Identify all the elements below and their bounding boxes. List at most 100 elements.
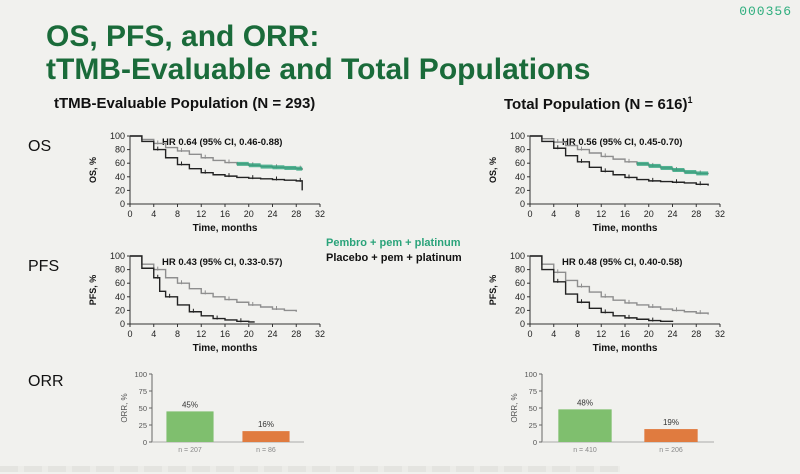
pembro-censor-band — [684, 170, 697, 175]
x-tick-label: 4 — [551, 209, 556, 219]
y-tick-label: 40 — [515, 172, 525, 182]
orr-value-label: 16% — [258, 420, 274, 429]
y-tick-label: 0 — [520, 199, 525, 209]
x-tick-label: 12 — [196, 329, 206, 339]
legend-pembro: Pembro + pem + platinum — [326, 237, 461, 249]
y-tick-label: 0 — [520, 319, 525, 329]
x-tick-label: 12 — [596, 329, 606, 339]
x-tick-label: 8 — [575, 329, 580, 339]
slide-code: 000356 — [739, 4, 792, 19]
x-tick-label: 32 — [715, 209, 725, 219]
y-tick-label: 0 — [120, 199, 125, 209]
y-tick-label: 20 — [115, 185, 125, 195]
x-tick-label: 8 — [575, 209, 580, 219]
y-tick-label: 50 — [139, 404, 147, 413]
orr-value-label: 48% — [577, 398, 593, 407]
hazard-ratio-annotation: HR 0.43 (95% CI, 0.33-0.57) — [162, 257, 282, 268]
y-tick-label: 60 — [515, 278, 525, 288]
hazard-ratio-annotation: HR 0.56 (95% CI, 0.45-0.70) — [562, 137, 682, 148]
x-axis-label: Time, months — [593, 223, 658, 234]
x-tick-label: 4 — [151, 209, 156, 219]
slide-title: OS, PFS, and ORR: tTMB-Evaluable and Tot… — [46, 20, 590, 86]
x-tick-label: 8 — [175, 209, 180, 219]
pembro-curve — [130, 255, 297, 312]
section-header-total-text: Total Population (N = 616) — [504, 96, 688, 113]
y-tick-label: 50 — [529, 404, 537, 413]
orr-n-label: n = 206 — [659, 447, 683, 454]
x-tick-label: 12 — [196, 209, 206, 219]
y-tick-label: 100 — [110, 131, 125, 141]
footnote-strip — [0, 466, 620, 472]
x-tick-label: 16 — [220, 329, 230, 339]
pembro-censor-band — [696, 171, 709, 176]
y-axis-label: OS, % — [88, 157, 98, 183]
x-tick-label: 32 — [315, 329, 325, 339]
placebo-curve — [130, 255, 255, 323]
legend: Pembro + pem + platinum Placebo + pem + … — [326, 236, 462, 266]
y-tick-label: 60 — [115, 278, 125, 288]
x-tick-label: 24 — [667, 209, 677, 219]
orr-value-label: 45% — [182, 400, 198, 409]
y-tick-label: 60 — [515, 158, 525, 168]
y-tick-label: 100 — [110, 251, 125, 261]
x-tick-label: 28 — [691, 329, 701, 339]
orr-n-label: n = 86 — [256, 447, 276, 454]
orr-n-label: n = 410 — [573, 447, 597, 454]
orr-chart-total: 0 25 50 75 100 ORR, % 48% n = 410 19% n = 206 — [510, 370, 714, 454]
placebo-curve — [530, 255, 674, 322]
y-tick-label: 25 — [139, 421, 147, 430]
y-axis-label: PFS, % — [88, 275, 98, 306]
x-tick-label: 28 — [291, 209, 301, 219]
orr-n-label: n = 207 — [178, 447, 202, 454]
y-axis-label: PFS, % — [488, 275, 498, 306]
section-header-total-sup: 1 — [687, 95, 693, 105]
hazard-ratio-annotation: HR 0.48 (95% CI, 0.40-0.58) — [562, 257, 682, 268]
pembro-censor-band — [284, 165, 297, 170]
placebo-curve — [130, 135, 303, 191]
y-tick-label: 20 — [515, 185, 525, 195]
row-label-pfs: PFS — [28, 258, 60, 275]
y-tick-label: 100 — [510, 251, 525, 261]
x-tick-label: 20 — [644, 209, 654, 219]
row-label-orr: ORR — [28, 373, 64, 390]
y-tick-label: 20 — [115, 305, 125, 315]
y-tick-label: 100 — [524, 370, 537, 379]
orr-chart-ttmb: 0 25 50 75 100 ORR, % 45% n = 207 16% n = 86 — [120, 370, 304, 454]
y-tick-label: 0 — [533, 438, 537, 447]
title-line-1: OS, PFS, and ORR: — [46, 20, 320, 53]
x-tick-label: 4 — [551, 329, 556, 339]
pfs-chart-total: 0 20 40 60 80 100 0 4 8 12 16 20 24 28 32 Time, months P… — [488, 251, 725, 354]
section-header-ttmb: tTMB-Evaluable Population (N = 293) — [54, 95, 316, 112]
x-tick-label: 28 — [691, 209, 701, 219]
x-tick-label: 20 — [644, 329, 654, 339]
pembro-censor-band — [236, 161, 249, 166]
y-tick-label: 75 — [529, 387, 537, 396]
orr-bar — [558, 409, 612, 442]
x-tick-label: 0 — [127, 329, 132, 339]
x-tick-label: 20 — [244, 209, 254, 219]
orr-value-label: 19% — [663, 418, 679, 427]
x-tick-label: 0 — [527, 209, 532, 219]
y-tick-label: 60 — [115, 158, 125, 168]
row-label-os: OS — [28, 138, 52, 155]
pembro-curve — [530, 255, 709, 315]
orr-bar — [242, 431, 290, 442]
x-tick-label: 0 — [127, 209, 132, 219]
pembro-censor-band — [648, 163, 661, 168]
x-axis-label: Time, months — [193, 343, 258, 354]
x-tick-label: 12 — [596, 209, 606, 219]
y-tick-label: 100 — [510, 131, 525, 141]
y-tick-label: 80 — [115, 145, 125, 155]
x-tick-label: 8 — [175, 329, 180, 339]
y-tick-label: 80 — [515, 145, 525, 155]
pembro-censor-band — [296, 166, 303, 171]
y-tick-label: 75 — [139, 387, 147, 396]
x-tick-label: 4 — [151, 329, 156, 339]
orr-bar — [166, 411, 214, 442]
y-axis-label: ORR, % — [510, 393, 519, 422]
x-tick-label: 24 — [267, 329, 277, 339]
x-tick-label: 32 — [715, 329, 725, 339]
title-line-2: tTMB-Evaluable and Total Populations — [46, 53, 591, 86]
pfs-chart-ttmb: 0 20 40 60 80 100 0 4 8 12 16 20 24 28 32 Time, months P… — [88, 251, 325, 354]
pembro-censor-band — [248, 163, 261, 168]
